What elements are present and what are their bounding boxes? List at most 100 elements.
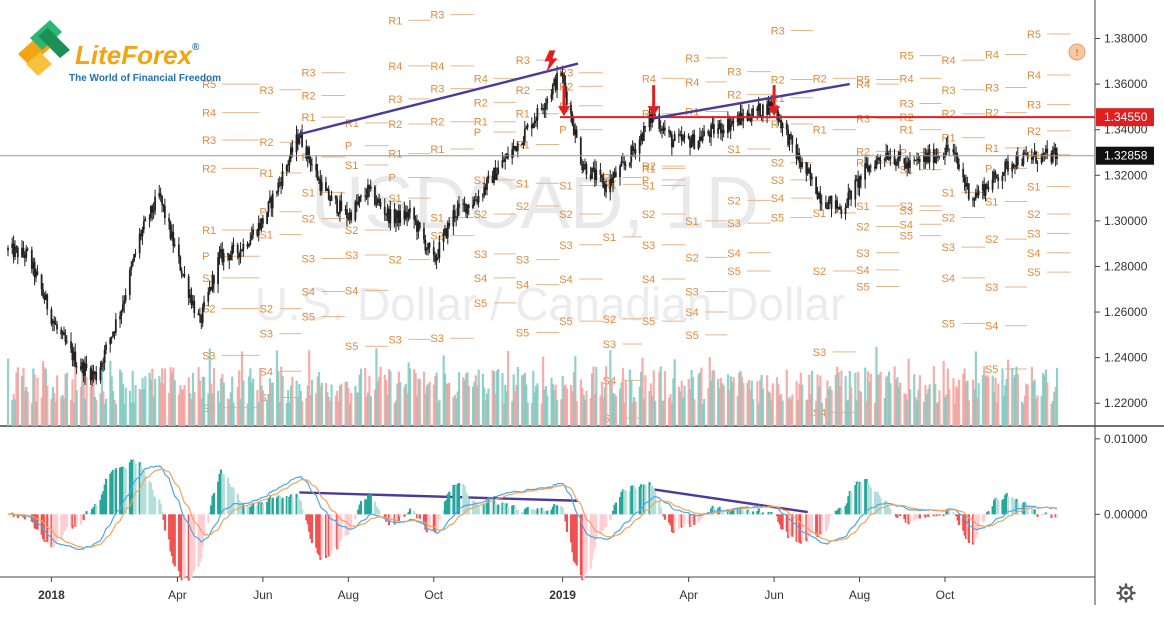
- candle-body: [364, 195, 367, 197]
- macd-histogram-bar: [182, 514, 185, 580]
- candle-body: [340, 200, 343, 211]
- macd-histogram-bar: [585, 514, 588, 572]
- macd-histogram-bar: [757, 508, 760, 515]
- macd-histogram-bar: [894, 514, 898, 517]
- macd-histogram-bar: [889, 508, 892, 515]
- macd-histogram-bar: [574, 514, 577, 564]
- candle-body: [879, 160, 882, 162]
- macd-histogram-bar: [777, 514, 780, 522]
- candle-body: [144, 218, 147, 222]
- volume-bar: [1046, 382, 1049, 426]
- volume-bar: [840, 370, 843, 426]
- candle-body: [662, 127, 665, 132]
- volume-bar: [908, 388, 912, 426]
- macd-histogram-bar: [530, 508, 533, 515]
- macd-histogram-bar: [56, 514, 59, 541]
- candle-body: [1002, 172, 1005, 176]
- candle-body: [864, 163, 867, 180]
- volume-bar: [448, 382, 451, 426]
- volume-bar: [511, 400, 514, 426]
- macd-histogram-bar: [866, 482, 870, 515]
- candle-body: [811, 176, 813, 180]
- candle-body: [829, 195, 832, 200]
- candle-body: [477, 196, 480, 203]
- volume-bar: [172, 367, 175, 426]
- macd-histogram-bar: [270, 499, 273, 515]
- volume-bar: [236, 387, 239, 426]
- candle-body: [585, 163, 588, 175]
- price-tick-label: 1.24000: [1104, 351, 1148, 365]
- candle-body: [161, 195, 163, 205]
- gear-icon[interactable]: [1116, 583, 1136, 603]
- macd-histogram-bar: [89, 512, 92, 515]
- candle-body: [231, 246, 233, 255]
- volume-bar: [757, 403, 760, 426]
- candle-body: [56, 324, 58, 330]
- volume-bar: [693, 399, 696, 426]
- pivot-label: P: [259, 207, 266, 219]
- volume-bar: [299, 390, 302, 426]
- macd-histogram-bar: [246, 506, 249, 515]
- candle-body: [544, 103, 547, 110]
- volume-bar: [82, 373, 85, 426]
- candle-body: [972, 199, 974, 201]
- macd-histogram-bar: [756, 511, 759, 515]
- candle-body: [708, 133, 711, 138]
- candle-body: [414, 219, 417, 221]
- candle-body: [330, 195, 333, 201]
- candle-body: [347, 218, 350, 220]
- info-icon[interactable]: !: [1068, 43, 1086, 61]
- macd-histogram-bar: [602, 514, 605, 531]
- candle-body: [628, 162, 631, 166]
- macd-histogram-bar: [691, 514, 695, 523]
- volume-bar: [917, 389, 920, 426]
- candle-body: [180, 270, 183, 275]
- candle-body: [169, 221, 172, 239]
- macd-histogram-bar: [438, 514, 441, 520]
- macd-histogram-bar: [99, 499, 102, 515]
- candle-body: [91, 370, 93, 381]
- candle-body: [141, 229, 144, 237]
- volume-bar: [962, 373, 965, 426]
- pivot-label: R1: [259, 168, 273, 180]
- candle-body: [858, 176, 861, 188]
- macd-histogram-bar: [422, 514, 426, 524]
- macd-histogram-bar: [634, 488, 637, 515]
- macd-histogram-bar: [191, 514, 195, 573]
- macd-histogram-bar: [581, 514, 584, 581]
- candle-body: [369, 186, 372, 189]
- candle-body: [445, 228, 448, 238]
- volume-bar: [506, 350, 510, 426]
- macd-histogram-bar: [364, 499, 367, 515]
- pivot-label: P: [985, 163, 992, 175]
- volume-bar: [376, 381, 379, 426]
- volume-bar: [582, 394, 585, 426]
- candle-body: [438, 242, 441, 258]
- volume-bar: [266, 399, 269, 426]
- macd-histogram-bar: [1002, 498, 1005, 515]
- macd-histogram-bar: [925, 514, 928, 516]
- volume-bar: [728, 390, 731, 426]
- candle-body: [25, 248, 28, 258]
- candle-body: [1054, 148, 1057, 159]
- pivot-label: S4: [942, 273, 955, 285]
- candle-body: [819, 192, 822, 204]
- macd-histogram-bar: [354, 514, 357, 520]
- pivot-label: R2: [202, 163, 216, 175]
- macd-histogram-bar: [348, 514, 351, 530]
- macd-histogram-bar: [651, 485, 654, 515]
- macd-histogram-bar: [474, 502, 477, 515]
- candle-body: [952, 149, 955, 153]
- volume-bar: [732, 377, 735, 426]
- candle-body: [633, 149, 635, 151]
- candle-body: [962, 168, 965, 178]
- macd-histogram-bar: [899, 514, 902, 517]
- pivot-label: S4: [642, 274, 655, 286]
- candle-body: [43, 296, 46, 300]
- volume-bar: [848, 370, 851, 426]
- volume-bar: [144, 376, 147, 426]
- candle-body: [456, 207, 459, 217]
- candle-body: [416, 220, 418, 232]
- macd-histogram-bar: [320, 514, 323, 558]
